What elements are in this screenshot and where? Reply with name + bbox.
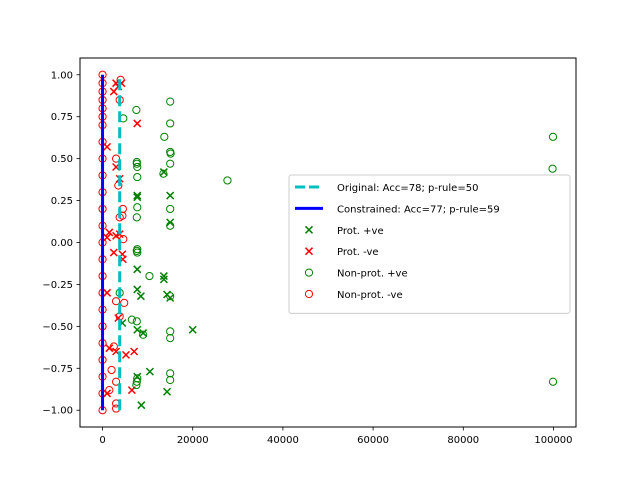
circle-point [132,317,141,326]
circle-point [548,164,557,173]
circle-point [166,119,175,128]
cross-point [145,367,154,376]
circle-point [159,169,168,178]
circle-point [166,204,175,214]
circle-point [133,203,142,212]
plot-area [98,70,558,415]
x-tick-label: 20000 [177,435,209,446]
legend-label: Non-prot. +ve [337,269,408,280]
cross-point [139,329,148,338]
circle-point [111,297,121,306]
y-tick-label: 0.25 [51,196,73,207]
legend-box [288,174,571,314]
cross-point [159,275,168,284]
legend-label: Non-prot. -ve [337,290,403,301]
circle-point [132,377,141,386]
legend-label: Constrained: Acc=77; p-rule=59 [337,204,500,215]
x-tick-label: 0 [99,435,105,446]
circle-point [166,369,175,378]
y-tick-label: −0.75 [42,364,73,375]
x-axis: 0 20000 40000 60000 80000 100000 [99,427,573,446]
circle-point [139,330,148,339]
x-tick-label: 60000 [357,435,389,446]
circle-point [132,159,141,168]
cross-point [105,228,114,237]
circle-point [127,315,136,324]
circle-point [166,149,175,158]
circle-point [119,235,128,244]
cross-point [159,168,168,177]
circle-point [166,159,175,168]
circle-point [109,342,118,351]
circle-point [160,132,169,141]
circle-point [105,386,114,395]
cross-point [166,293,175,302]
circle-point [166,221,175,230]
circle-point [132,213,141,222]
y-tick-label: 0.75 [51,112,73,123]
cross-point [130,347,139,356]
cross-point [136,292,145,301]
circle-point [145,271,154,281]
circle-point [166,292,175,301]
y-axis: −1.00 −0.75 −0.50 −0.25 0.00 0.25 0.50 0.75 1.00 [42,70,80,417]
cross-point [109,87,118,96]
circle-point [133,162,142,172]
circle-point [166,97,175,106]
cross-point [133,265,142,274]
circle-point [132,105,141,115]
cross-point [133,119,142,128]
legend-marker [304,268,314,277]
circle-point [166,375,175,385]
circle-point [223,176,232,185]
cross-point [166,191,175,200]
y-tick-label: 0.50 [51,154,73,165]
legend: Original: Acc=78; p-rule=50 Constrained: … [288,174,571,314]
circle-point [166,334,175,343]
cross-point [159,272,168,281]
legend-marker [304,289,314,299]
y-tick-label: −0.25 [42,280,73,291]
cross-point [133,325,142,334]
cross-point [103,288,112,297]
cross-point [105,344,114,353]
circle-point [548,132,558,141]
circle-point [111,154,121,163]
series-prot-ve [103,79,142,398]
cross-point [109,248,118,257]
cross-point [137,401,146,410]
legend-label: Prot. +ve [337,226,384,237]
y-tick-label: −0.50 [42,322,73,333]
legend-label: Prot. -ve [337,247,379,258]
y-tick-label: 0.00 [51,238,73,249]
series-non-prot-ve [115,97,558,390]
circle-point [132,380,141,390]
circle-point [133,245,142,254]
cross-point [162,387,172,396]
x-tick-label: 100000 [534,435,572,446]
series-prot-ve [118,168,197,410]
y-tick-label: 1.00 [51,70,73,81]
legend-label: Original: Acc=78; p-rule=50 [337,183,478,194]
circle-point [133,172,142,182]
cross-point [133,285,142,294]
circle-point [166,327,175,336]
legend-marker [304,247,314,256]
circle-point [120,298,129,307]
cross-point [133,191,142,200]
circle-point [107,365,116,375]
legend-marker [304,225,314,234]
x-tick-label: 40000 [267,435,299,446]
y-tick-label: −1.00 [42,406,73,417]
x-tick-label: 80000 [447,435,479,446]
cross-point [188,325,197,334]
circle-point [111,377,121,386]
cross-point [121,350,131,359]
circle-point [548,377,558,386]
circle-point [133,248,142,257]
cross-point [133,193,142,202]
